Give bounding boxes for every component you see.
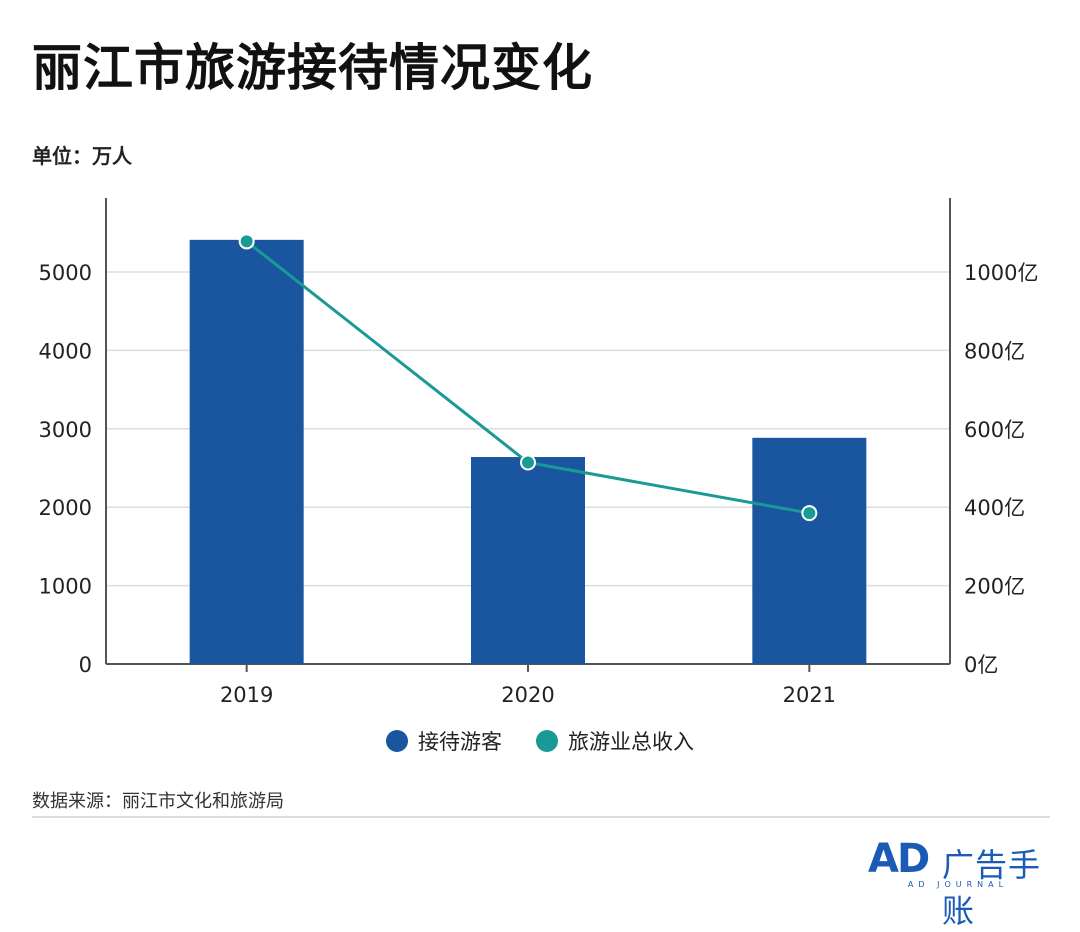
left-axis-tick-label: 1000 bbox=[39, 575, 92, 599]
left-axis-tick-label: 2000 bbox=[39, 496, 92, 520]
bar-2020 bbox=[471, 457, 585, 664]
chart-title: 丽江市旅游接待情况变化 bbox=[32, 39, 593, 97]
right-axis-tick-label: 800亿 bbox=[964, 339, 1025, 363]
legend-marker-revenue bbox=[536, 730, 558, 752]
legend-marker-visitors bbox=[386, 730, 408, 752]
left-axis-tick-label: 3000 bbox=[39, 418, 92, 442]
x-axis-tick-label: 2020 bbox=[501, 683, 554, 707]
x-axis-tick-label: 2019 bbox=[220, 683, 273, 707]
left-axis-tick-label: 0 bbox=[79, 653, 92, 677]
unit-label: 单位：万人 bbox=[32, 144, 132, 168]
right-axis-tick-label: 200亿 bbox=[964, 575, 1025, 599]
left-axis-tick-label: 4000 bbox=[39, 339, 92, 363]
right-axis-tick-label: 600亿 bbox=[964, 418, 1025, 442]
chart-svg: 0 1000 2000 3000 4000 5000 0亿 200亿 400亿 600亿 800亿 1… bbox=[39, 198, 1038, 707]
right-axis-tick-label: 1000亿 bbox=[964, 261, 1038, 285]
left-axis-tick-label: 5000 bbox=[39, 261, 92, 285]
bar-2021 bbox=[752, 437, 867, 664]
bar-2019 bbox=[189, 239, 304, 664]
brand-logo: AD 广告手账 AD JOURNAL bbox=[868, 834, 1048, 930]
legend-item-revenue: 旅游业总收入 bbox=[536, 726, 694, 756]
legend-item-visitors: 接待游客 bbox=[386, 726, 502, 756]
revenue-point-2020 bbox=[520, 454, 536, 471]
right-axis-tick-label: 0亿 bbox=[964, 653, 998, 677]
revenue-point-2021 bbox=[801, 505, 818, 522]
right-axis-tick-label: 400亿 bbox=[964, 496, 1025, 520]
x-axis-tick-label: 2021 bbox=[783, 683, 836, 707]
legend-label-revenue: 旅游业总收入 bbox=[568, 730, 694, 754]
footer-divider bbox=[32, 816, 1050, 818]
revenue-point-2019 bbox=[238, 233, 255, 250]
legend-label-visitors: 接待游客 bbox=[418, 730, 502, 754]
logo-mark: AD bbox=[868, 836, 930, 882]
legend: 接待游客 旅游业总收入 bbox=[0, 724, 1080, 758]
source-note: 数据来源：丽江市文化和旅游局 bbox=[32, 791, 284, 812]
logo-english: AD JOURNAL bbox=[907, 880, 1009, 889]
